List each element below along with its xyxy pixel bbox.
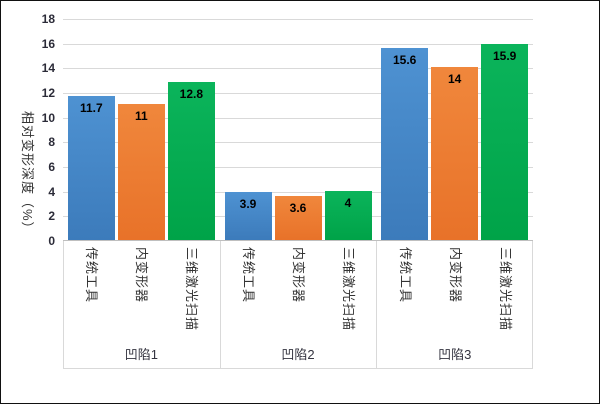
y-tick-label-12: 12 [41,86,55,100]
category-separator-0 [63,241,64,368]
bar-group-3: 15.6 14 15.9 [376,19,533,240]
y-tick-label-4: 4 [48,184,55,199]
y-tick-label-18: 18 [41,12,55,26]
category-label-2: 凹陷2 [281,347,315,362]
y-tick-label-16: 16 [41,36,55,51]
bar-value-label: 12.8 [179,87,203,102]
bars-row: 11.7 11 12.8 3.9 3.6 4 15.6 14 15.9 [63,19,533,240]
series-label-3: 三维激光扫描 [497,247,513,332]
x-label-group-3: 传统工具 内变形器 三维激光扫描凹陷3 [376,241,533,368]
category-separator-2 [376,241,378,368]
gridline-18 [63,19,533,20]
category-label-1: 凹陷1 [124,347,158,362]
bar-三维激光扫描-凹陷1: 12.8 [167,82,215,240]
bar-传统工具-凹陷3: 15.6 [381,47,429,240]
bar-内变形器-凹陷3: 14 [431,67,479,240]
bar-value-label: 14 [447,72,462,87]
gridline-16 [63,43,533,45]
series-label-2: 内变形器 [291,247,306,304]
y-tick-label-2: 2 [48,209,55,224]
x-label-group-2: 传统工具 内变形器 三维激光扫描凹陷2 [220,241,377,368]
series-label-1: 传统工具 [84,247,100,304]
plot-area: 11.7 11 12.8 3.9 3.6 4 15.6 14 15.9 [63,19,533,241]
bar-内变形器-凹陷2: 3.6 [274,195,322,240]
bar-value-label: 4 [344,195,352,210]
bar-传统工具-凹陷1: 11.7 [67,95,115,240]
bar-value-label: 15.9 [492,48,517,63]
y-tick-label-0: 0 [48,234,55,248]
series-label-2: 内变形器 [447,247,463,304]
gridline-4 [63,191,533,193]
x-axis-area: 传统工具 内变形器 三维激光扫描凹陷1 传统工具 内变形器 三维激光扫描凹陷2 传统工具 内变… [63,241,533,369]
bar-value-label: 3.6 [289,200,307,215]
bar-传统工具-凹陷2: 3.9 [224,191,272,240]
gridline-12 [63,93,533,94]
y-tick-label-6: 6 [48,160,55,174]
gridline-10 [63,117,533,119]
category-separator-1 [219,241,221,368]
bar-value-label: 3.9 [239,196,257,211]
bar-value-label: 15.6 [392,52,417,67]
x-label-group-1: 传统工具 内变形器 三维激光扫描凹陷1 [63,241,220,368]
series-label-1: 传统工具 [241,247,256,304]
x-labels-row: 传统工具 内变形器 三维激光扫描凹陷1 传统工具 内变形器 三维激光扫描凹陷2 传统工具 内变… [63,241,533,368]
bar-group-1: 11.7 11 12.8 [63,19,220,240]
bar-三维激光扫描-凹陷2: 4 [324,190,372,240]
category-separator-3 [532,241,533,368]
series-label-2: 内变形器 [134,247,150,304]
y-tick-label-14: 14 [41,61,55,76]
y-tick-label-8: 8 [48,135,55,150]
category-label-3: 凹陷3 [438,347,472,362]
series-label-3: 三维激光扫描 [341,247,356,332]
series-label-1: 传统工具 [397,247,413,304]
gridline-14 [63,68,533,70]
gridline-6 [63,167,533,168]
y-tick-label-10: 10 [41,110,55,125]
bar-内变形器-凹陷1: 11 [117,104,165,240]
bar-value-label: 11 [134,109,148,124]
bar-三维激光扫描-凹陷3: 15.9 [481,43,529,240]
gridline-8 [63,142,533,144]
bar-value-label: 11.7 [79,100,103,115]
series-label-3: 三维激光扫描 [184,247,200,332]
bar-group-2: 3.9 3.6 4 [220,19,377,240]
